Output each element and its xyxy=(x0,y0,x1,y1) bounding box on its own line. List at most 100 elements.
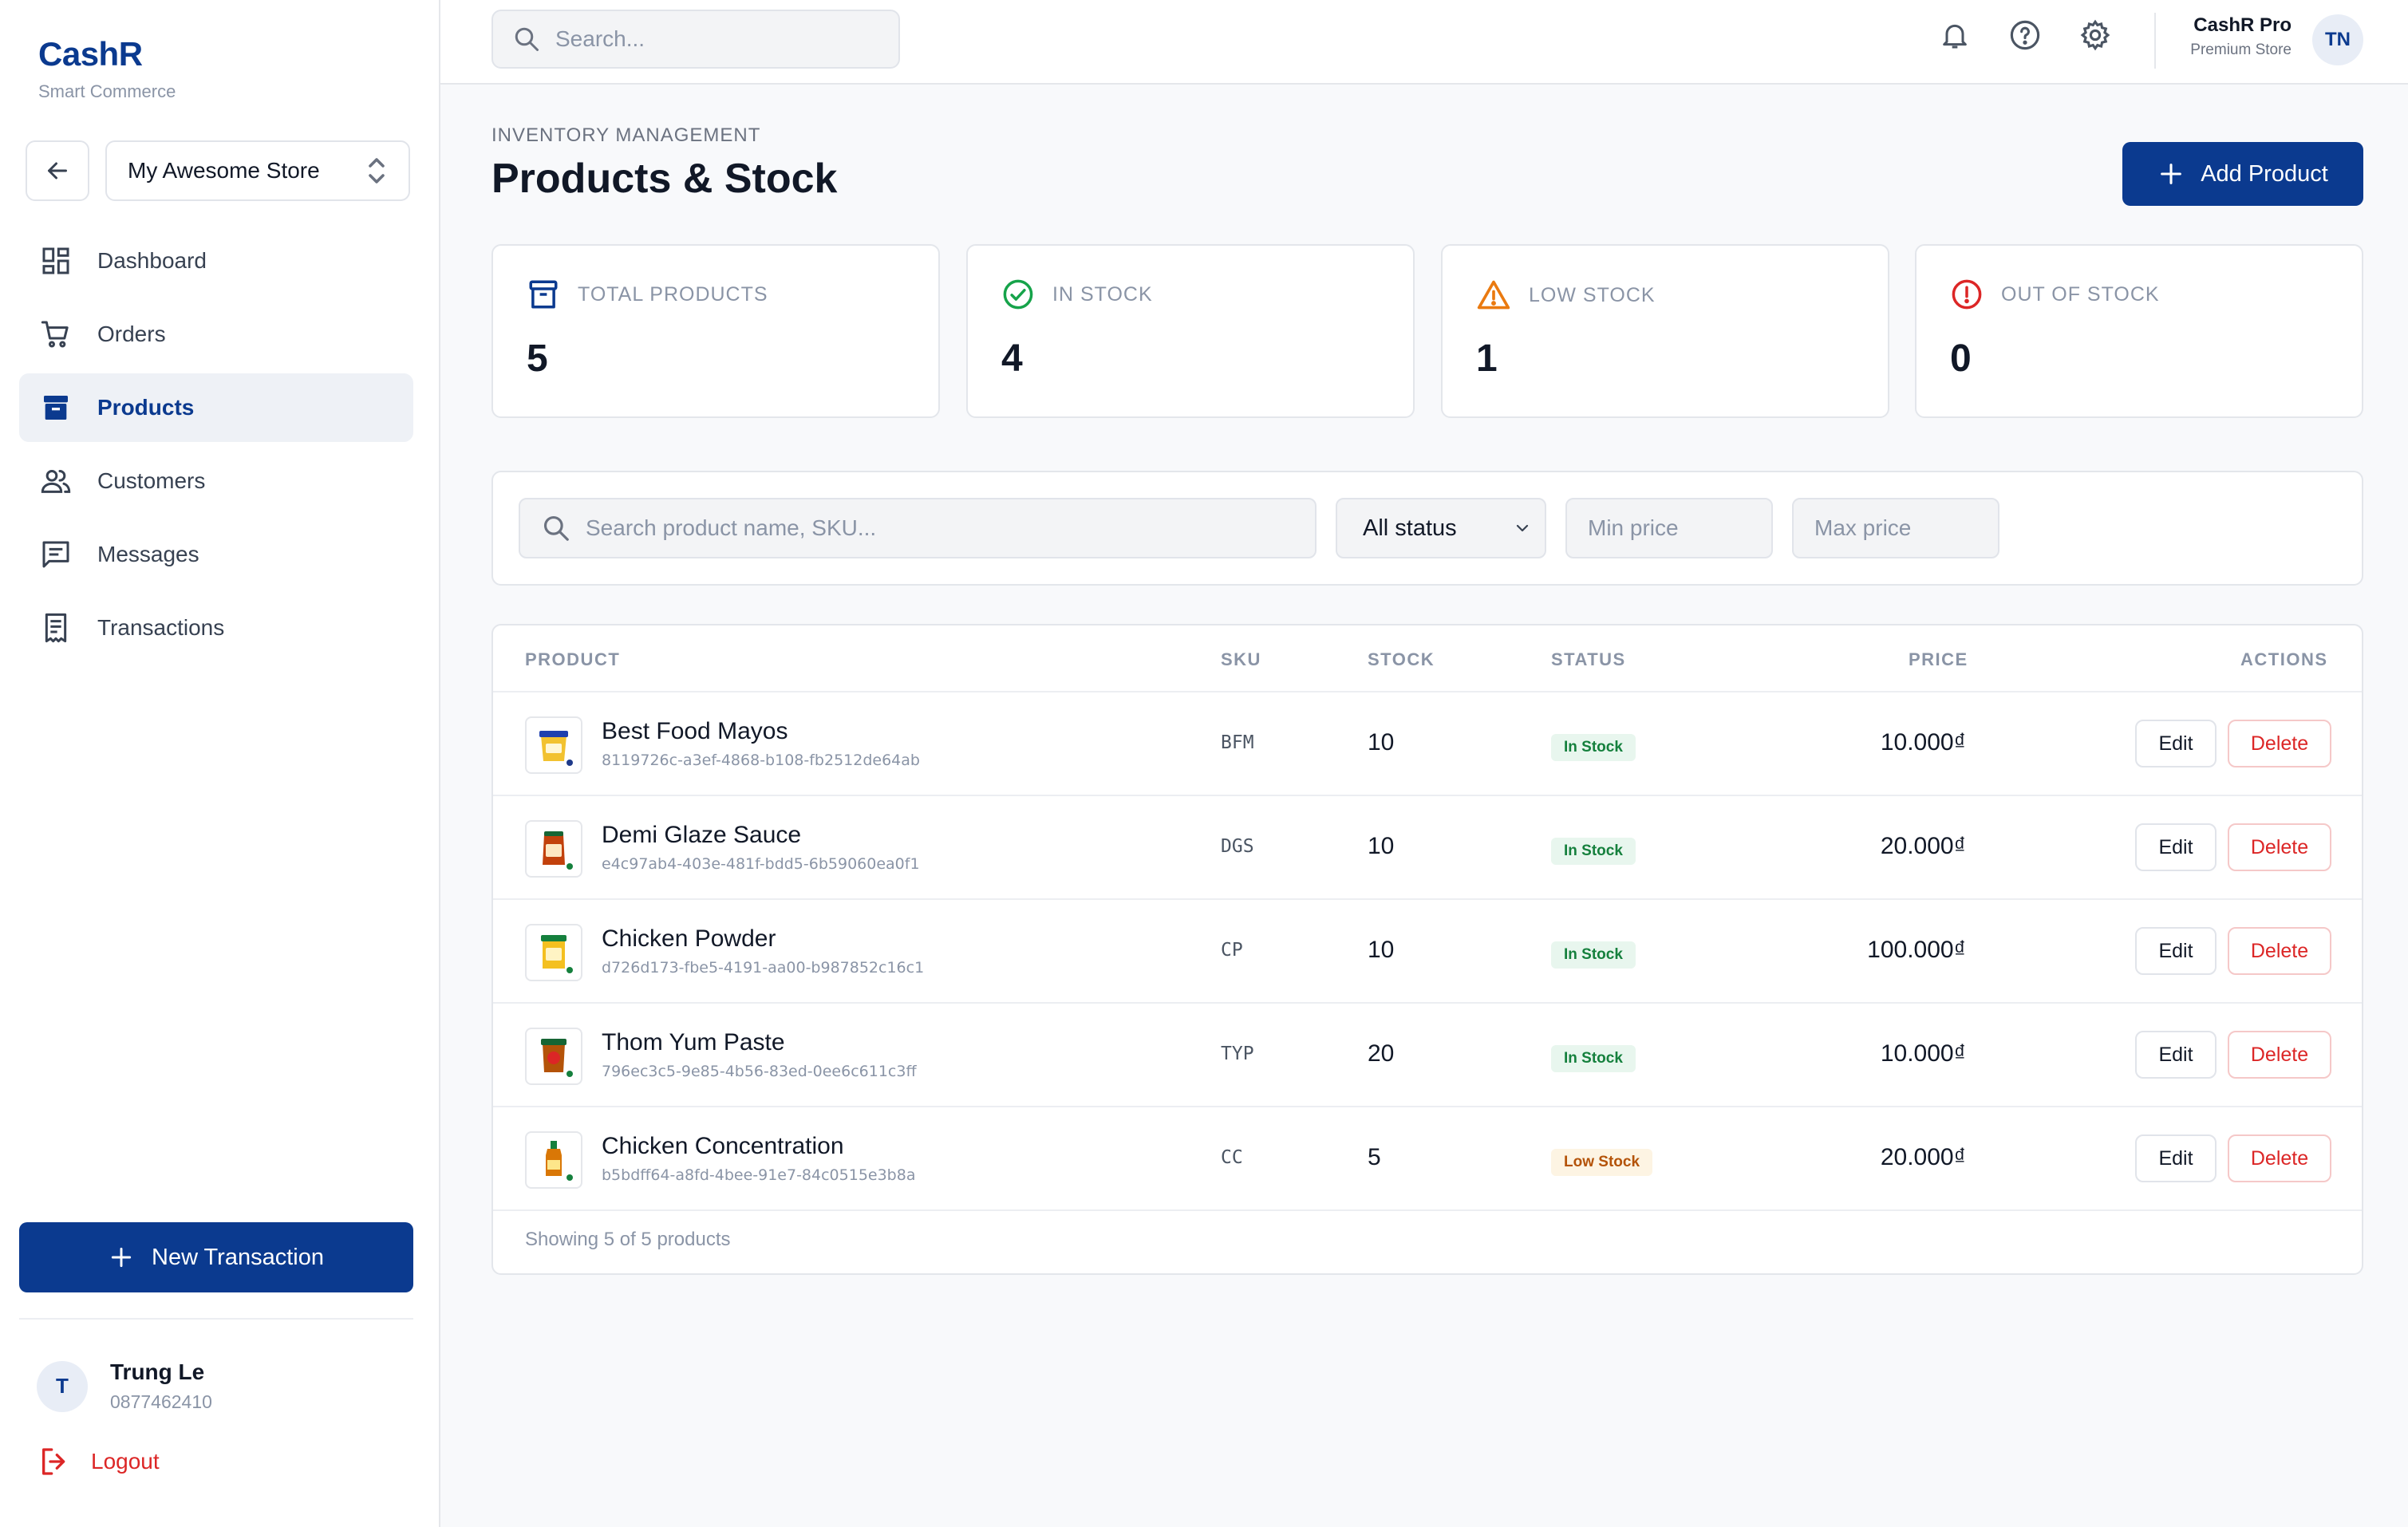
product-price: 10.000₫ xyxy=(1880,729,1966,756)
min-price-input[interactable]: Min price xyxy=(1565,498,1773,558)
product-name: Demi Glaze Sauce xyxy=(602,822,802,848)
product-stock: 20 xyxy=(1368,1040,1395,1067)
delete-button[interactable]: Delete xyxy=(2228,1134,2331,1182)
product-sku: DGS xyxy=(1221,836,1254,857)
product-name: Best Food Mayos xyxy=(602,718,788,744)
stat-label: OUT OF STOCK xyxy=(2001,282,2160,306)
status-badge: In Stock xyxy=(1551,734,1636,761)
status-filter-select[interactable]: All status xyxy=(1336,498,1546,558)
stat-value: 4 xyxy=(1001,337,1023,380)
product-name: Chicken Concentration xyxy=(602,1133,844,1159)
product-sku: CP xyxy=(1221,940,1243,961)
sidebar-item-orders[interactable]: Orders xyxy=(19,300,413,369)
sidebar-divider xyxy=(19,1318,413,1320)
new-transaction-button[interactable]: New Transaction xyxy=(19,1222,413,1292)
status-badge: Low Stock xyxy=(1551,1149,1653,1176)
plus-icon xyxy=(2161,164,2182,184)
brand-name: CashR xyxy=(38,35,143,73)
cart-icon xyxy=(38,317,73,352)
topbar: Search... CashR Pro Premium Store TN xyxy=(440,0,2408,85)
logout-button[interactable]: Logout xyxy=(38,1446,160,1478)
edit-button[interactable]: Edit xyxy=(2135,1134,2217,1182)
product-thumbnail xyxy=(525,1131,582,1189)
product-sku: TYP xyxy=(1221,1044,1254,1064)
user-profile[interactable]: T Trung Le 0877462410 xyxy=(37,1359,212,1413)
global-search-input[interactable]: Search... xyxy=(491,10,900,69)
max-price-input[interactable]: Max price xyxy=(1792,498,1999,558)
edit-button[interactable]: Edit xyxy=(2135,1031,2217,1079)
table-header-divider xyxy=(493,691,2362,692)
back-button[interactable] xyxy=(26,140,89,201)
plus-icon xyxy=(111,1247,132,1268)
product-stock: 10 xyxy=(1368,937,1395,963)
product-price: 10.000₫ xyxy=(1880,1040,1966,1067)
product-id: e4c97ab4-403e-481f-bdd5-6b59060ea0f1 xyxy=(602,855,920,873)
product-thumbnail xyxy=(525,1028,582,1085)
edit-button[interactable]: Edit xyxy=(2135,823,2217,871)
product-id: 8119726c-a3ef-4868-b108-fb2512de64ab xyxy=(602,752,920,769)
topbar-divider xyxy=(2154,13,2156,69)
stat-card-low-stock: LOW STOCK 1 xyxy=(1441,244,1889,418)
arrow-left-icon xyxy=(48,162,67,180)
product-stock: 10 xyxy=(1368,729,1395,756)
status-badge: In Stock xyxy=(1551,941,1636,969)
bell-icon[interactable] xyxy=(1936,16,1974,54)
user-name: Trung Le xyxy=(110,1359,205,1384)
sidebar-item-label: Orders xyxy=(97,322,166,346)
product-search-input[interactable]: Search product name, SKU... xyxy=(519,498,1317,558)
chevron-down-icon xyxy=(1516,524,1529,532)
table-row: Best Food Mayos 8119726c-a3ef-4868-b108-… xyxy=(493,692,2362,796)
delete-button[interactable]: Delete xyxy=(2228,1031,2331,1079)
column-header-product: PRODUCT xyxy=(525,649,621,669)
product-id: 796ec3c5-9e85-4b56-83ed-0ee6c611c3ff xyxy=(602,1063,917,1080)
store-selector[interactable]: My Awesome Store xyxy=(105,140,410,201)
max-price-placeholder: Max price xyxy=(1814,515,1912,540)
users-icon xyxy=(38,464,73,499)
archive-icon xyxy=(38,390,73,425)
product-search-placeholder: Search product name, SKU... xyxy=(586,515,877,540)
product-name: Chicken Powder xyxy=(602,925,776,952)
stat-value: 5 xyxy=(527,337,548,380)
sidebar-item-messages[interactable]: Messages xyxy=(19,520,413,589)
user-phone: 0877462410 xyxy=(110,1391,212,1412)
stat-label: IN STOCK xyxy=(1052,282,1153,306)
store-selector-value: My Awesome Store xyxy=(128,158,320,183)
column-header-sku: SKU xyxy=(1221,649,1261,669)
product-id: d726d173-fbe5-4191-aa00-b987852c16c1 xyxy=(602,959,925,977)
stat-label: TOTAL PRODUCTS xyxy=(578,282,768,306)
stat-label: LOW STOCK xyxy=(1529,283,1656,306)
sidebar-item-dashboard[interactable]: Dashboard xyxy=(19,227,413,295)
sidebar-nav: Dashboard Orders Products Customers Mess… xyxy=(19,227,413,667)
table-row: Chicken Powder d726d173-fbe5-4191-aa00-b… xyxy=(493,900,2362,1004)
stat-card-total-products: TOTAL PRODUCTS 5 xyxy=(491,244,940,418)
product-thumbnail xyxy=(525,924,582,981)
sidebar-item-customers[interactable]: Customers xyxy=(19,447,413,515)
edit-button[interactable]: Edit xyxy=(2135,927,2217,975)
gear-icon[interactable] xyxy=(2076,16,2114,54)
help-icon[interactable] xyxy=(2006,16,2044,54)
sidebar-item-products[interactable]: Products xyxy=(19,373,413,442)
sidebar-item-transactions[interactable]: Transactions xyxy=(19,594,413,662)
logout-label: Logout xyxy=(91,1449,160,1474)
page-eyebrow: INVENTORY MANAGEMENT xyxy=(491,124,761,146)
alert-circle-icon xyxy=(1952,279,1982,310)
table-row: Demi Glaze Sauce e4c97ab4-403e-481f-bdd5… xyxy=(493,796,2362,900)
status-badge: In Stock xyxy=(1551,1045,1636,1072)
product-stock: 10 xyxy=(1368,833,1395,859)
delete-button[interactable]: Delete xyxy=(2228,823,2331,871)
stat-value: 1 xyxy=(1476,337,1498,380)
delete-button[interactable]: Delete xyxy=(2228,927,2331,975)
column-header-stock: STOCK xyxy=(1368,649,1435,669)
account-info[interactable]: CashR Pro Premium Store xyxy=(2135,14,2292,59)
search-icon xyxy=(515,27,539,51)
table-row: Chicken Concentration b5bdff64-a8fd-4bee… xyxy=(493,1107,2362,1211)
add-product-button[interactable]: Add Product xyxy=(2122,142,2363,206)
table-row: Thom Yum Paste 796ec3c5-9e85-4b56-83ed-0… xyxy=(493,1004,2362,1107)
avatar[interactable]: TN xyxy=(2312,14,2363,65)
product-price: 20.000₫ xyxy=(1880,833,1966,859)
sidebar-item-label: Customers xyxy=(97,468,206,493)
new-transaction-label: New Transaction xyxy=(152,1244,324,1270)
delete-button[interactable]: Delete xyxy=(2228,720,2331,767)
edit-button[interactable]: Edit xyxy=(2135,720,2217,767)
product-name: Thom Yum Paste xyxy=(602,1029,785,1055)
